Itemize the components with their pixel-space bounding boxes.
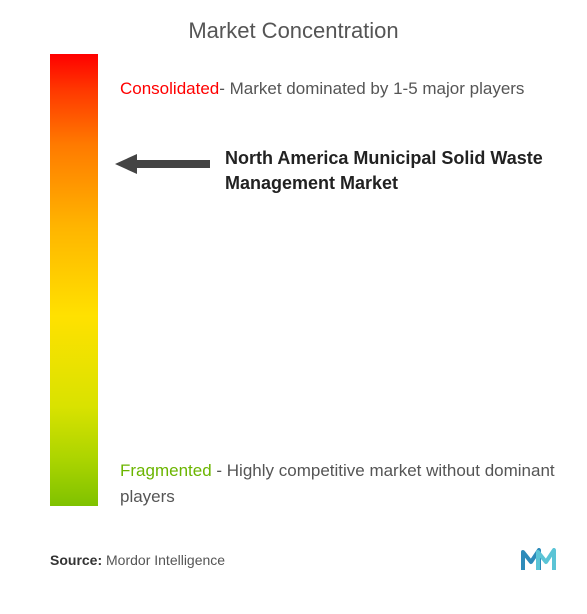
consolidated-text: - Market dominated by 1-5 major players [219,79,524,98]
consolidated-label: Consolidated [120,79,219,98]
arrow-left-icon [115,154,210,174]
source-label: Source: [50,552,102,568]
page-title: Market Concentration [0,0,587,54]
footer: Source: Mordor Intelligence [50,548,557,572]
source-attribution: Source: Mordor Intelligence [50,552,225,568]
mordor-logo-icon [521,548,557,572]
source-text: Mordor Intelligence [102,552,225,568]
concentration-gradient-bar [50,54,98,506]
fragmented-label: Fragmented [120,461,212,480]
indicator-text: North America Municipal Solid Waste Mana… [225,146,557,196]
fragmented-description: Fragmented - Highly competitive market w… [120,458,562,509]
market-indicator: North America Municipal Solid Waste Mana… [115,146,557,196]
consolidated-description: Consolidated- Market dominated by 1-5 ma… [120,76,557,102]
